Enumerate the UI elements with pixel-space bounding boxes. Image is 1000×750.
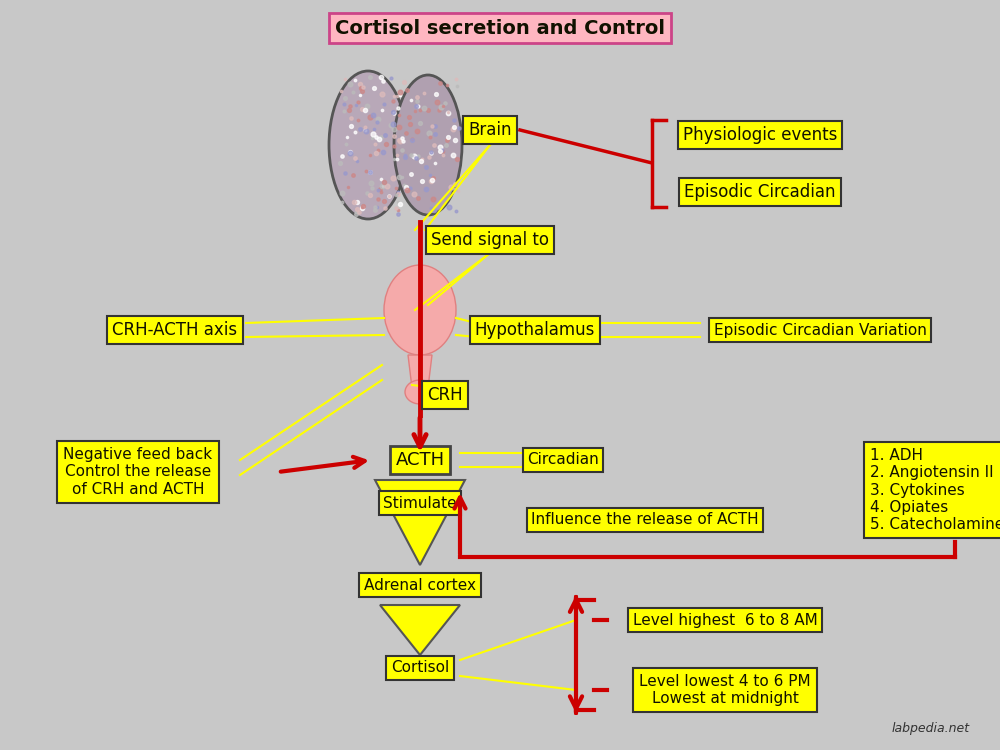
Polygon shape bbox=[375, 480, 465, 565]
Text: Level lowest 4 to 6 PM
Lowest at midnight: Level lowest 4 to 6 PM Lowest at midnigh… bbox=[639, 674, 811, 706]
Ellipse shape bbox=[394, 75, 462, 215]
Text: Negative feed back
Control the release
of CRH and ACTH: Negative feed back Control the release o… bbox=[63, 447, 213, 497]
Ellipse shape bbox=[405, 380, 435, 404]
Text: Cortisol secretion and Control: Cortisol secretion and Control bbox=[335, 19, 665, 38]
Text: Hypothalamus: Hypothalamus bbox=[475, 321, 595, 339]
Text: Stimulate: Stimulate bbox=[383, 496, 457, 511]
Text: Cortisol: Cortisol bbox=[391, 661, 449, 676]
Text: Level highest  6 to 8 AM: Level highest 6 to 8 AM bbox=[633, 613, 817, 628]
Text: Episodic Circadian: Episodic Circadian bbox=[684, 183, 836, 201]
Polygon shape bbox=[408, 355, 432, 388]
Text: Influence the release of ACTH: Influence the release of ACTH bbox=[531, 512, 759, 527]
Text: CRH-ACTH axis: CRH-ACTH axis bbox=[112, 321, 238, 339]
Text: Circadian: Circadian bbox=[527, 452, 599, 467]
Ellipse shape bbox=[329, 71, 407, 219]
Text: CRH: CRH bbox=[427, 386, 463, 404]
Text: ACTH: ACTH bbox=[395, 451, 445, 469]
Text: Brain: Brain bbox=[468, 121, 512, 139]
Text: Episodic Circadian Variation: Episodic Circadian Variation bbox=[714, 322, 926, 338]
Polygon shape bbox=[380, 605, 460, 655]
Text: Adrenal cortex: Adrenal cortex bbox=[364, 578, 476, 592]
Text: 1. ADH
2. Angiotensin II
3. Cytokines
4. Opiates
5. Catecholamines: 1. ADH 2. Angiotensin II 3. Cytokines 4.… bbox=[870, 448, 1000, 532]
Text: Physiologic events: Physiologic events bbox=[683, 126, 837, 144]
Text: Send signal to: Send signal to bbox=[431, 231, 549, 249]
Ellipse shape bbox=[384, 265, 456, 355]
Text: labpedia.net: labpedia.net bbox=[892, 722, 970, 735]
